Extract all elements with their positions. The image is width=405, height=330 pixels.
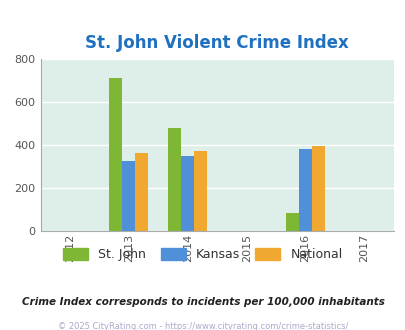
Text: © 2025 CityRating.com - https://www.cityrating.com/crime-statistics/: © 2025 CityRating.com - https://www.city… — [58, 322, 347, 330]
Title: St. John Violent Crime Index: St. John Violent Crime Index — [85, 34, 348, 52]
Legend: St. John, Kansas, National: St. John, Kansas, National — [58, 243, 347, 266]
Bar — [122, 161, 135, 231]
Bar — [109, 78, 122, 231]
Text: Crime Index corresponds to incidents per 100,000 inhabitants: Crime Index corresponds to incidents per… — [21, 297, 384, 307]
Bar — [194, 150, 207, 231]
Bar — [168, 128, 181, 231]
Bar — [181, 156, 194, 231]
Bar — [311, 146, 324, 231]
Bar — [135, 153, 148, 231]
Bar — [298, 149, 311, 231]
Bar — [286, 213, 298, 231]
